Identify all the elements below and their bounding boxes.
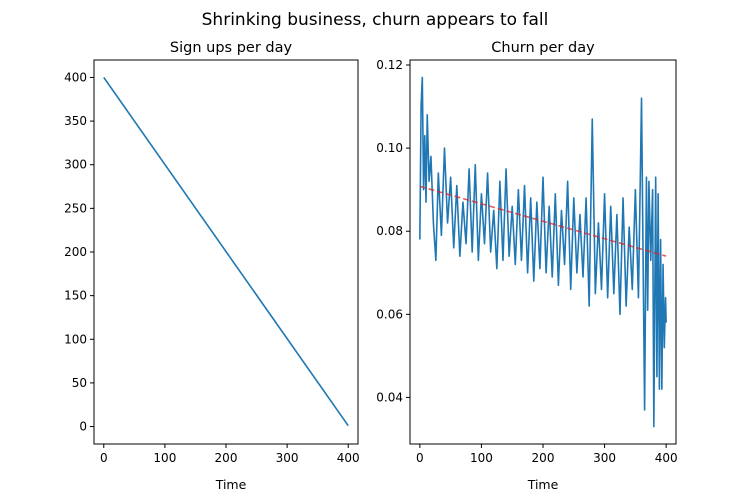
x-tick-label: 0 <box>416 451 424 465</box>
x-tick-label: 100 <box>153 451 176 465</box>
figure-suptitle: Shrinking business, churn appears to fal… <box>202 10 549 30</box>
series-line <box>103 76 349 427</box>
x-tick-label: 400 <box>655 451 678 465</box>
x-axis-title: Time <box>527 477 559 492</box>
x-tick-label: 400 <box>337 451 360 465</box>
y-tick-label: 300 <box>64 158 87 172</box>
chart-title: Churn per day <box>491 40 595 56</box>
x-tick-label: 0 <box>100 451 108 465</box>
y-tick-label: 250 <box>64 201 87 215</box>
y-tick-label: 0.12 <box>376 58 403 72</box>
y-tick-label: 100 <box>64 332 87 346</box>
chart-churn: Churn per day Time 0 100 200 300 400 0.04 0.06… <box>376 40 677 492</box>
y-tick-label: 0.04 <box>376 390 403 404</box>
chart-signups: Sign ups per day Time 0 100 200 300 400 0 50 10… <box>64 40 360 492</box>
x-tick-label: 300 <box>276 451 299 465</box>
x-axis-title: Time <box>215 477 247 492</box>
x-tick-label: 300 <box>593 451 616 465</box>
y-tick-label: 0.08 <box>376 224 403 238</box>
y-tick-label: 200 <box>64 245 87 259</box>
y-tick-label: 0.10 <box>376 141 403 155</box>
x-tick-label: 200 <box>215 451 238 465</box>
y-tick-label: 50 <box>72 376 87 390</box>
y-tick-label: 0 <box>79 420 87 434</box>
x-tick-label: 100 <box>470 451 493 465</box>
plot-frame <box>409 59 677 445</box>
y-tick-label: 0.06 <box>376 307 403 321</box>
y-tick-label: 400 <box>64 70 87 84</box>
chart-title: Sign ups per day <box>170 40 293 56</box>
series-line <box>419 76 667 428</box>
y-tick-label: 350 <box>64 114 87 128</box>
x-tick-label: 200 <box>532 451 555 465</box>
y-tick-label: 150 <box>64 289 87 303</box>
trend-line <box>419 185 667 257</box>
